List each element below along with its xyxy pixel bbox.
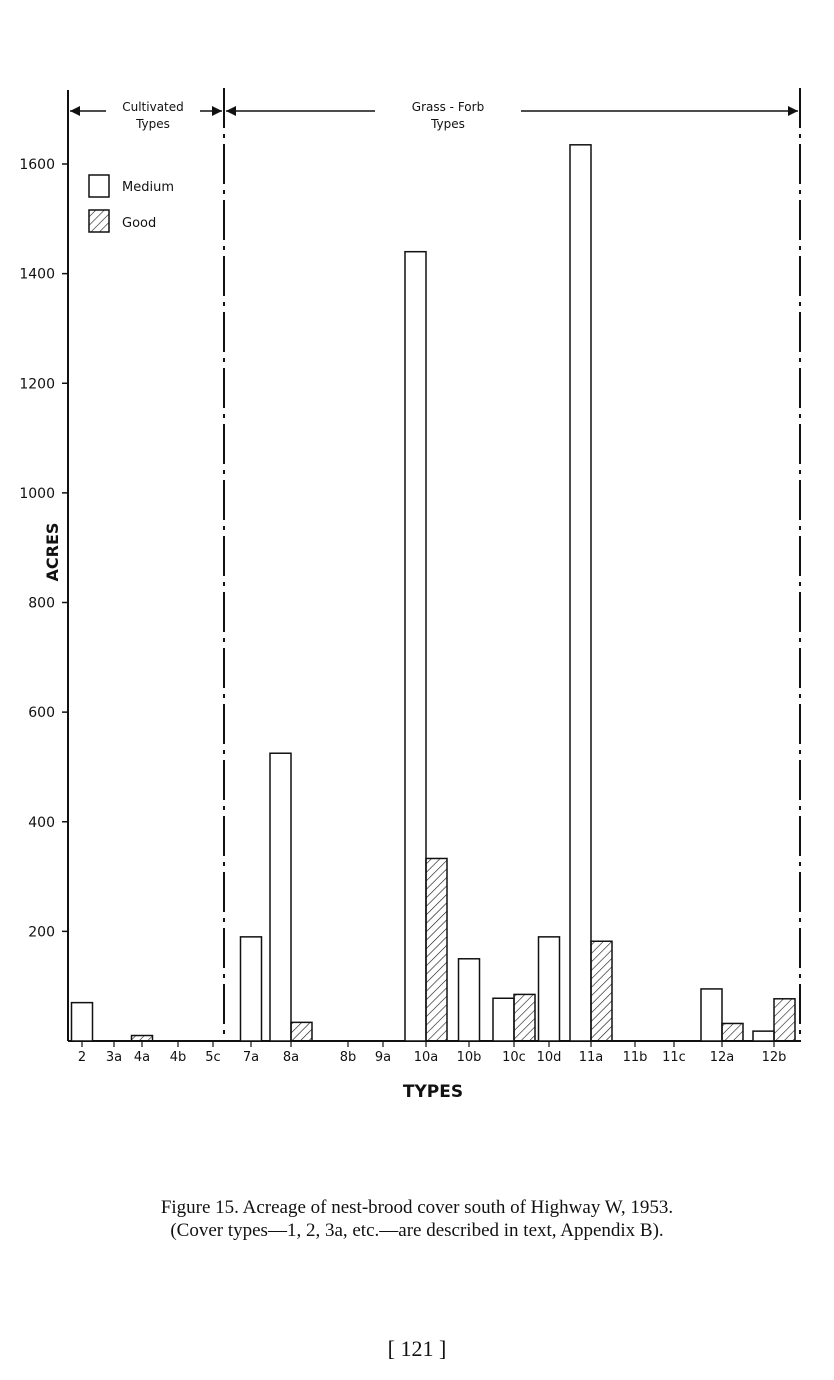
y-tick-label: 1600 <box>19 157 55 173</box>
y-axis-ticks: 200 400 600 800 1000 1200 1400 1600 <box>19 157 68 940</box>
figure-caption: Figure 15. Acreage of nest-brood cover s… <box>30 1196 804 1242</box>
legend-label-good: Good <box>122 216 156 231</box>
legend-label-medium: Medium <box>122 180 174 195</box>
bar-medium <box>239 936 263 1042</box>
x-tick-label: 4a <box>134 1050 150 1065</box>
cultivated-label-line2: Types <box>135 117 170 131</box>
x-axis-title: TYPES <box>403 1082 463 1102</box>
arrowhead-left-icon <box>226 106 236 116</box>
group-cultivated-types: Cultivated Types <box>70 98 222 136</box>
x-tick-label: 10c <box>502 1050 526 1065</box>
bars <box>70 144 796 1042</box>
legend-swatch-good <box>88 209 110 233</box>
x-tick-label: 2 <box>78 1050 86 1065</box>
x-tick-label: 11c <box>662 1050 686 1065</box>
x-tick-label: 10b <box>457 1050 482 1065</box>
legend-swatch-medium <box>88 174 110 198</box>
group-grass-forb-types: Grass - Forb Types <box>226 98 798 136</box>
grass-forb-label-line1: Grass - Forb <box>412 100 484 114</box>
y-tick-label: 1000 <box>19 486 55 502</box>
bar-good <box>290 1021 313 1042</box>
bar-medium <box>537 936 561 1042</box>
bar-medium <box>752 1030 775 1042</box>
cultivated-label-line1: Cultivated <box>122 100 184 114</box>
caption-line-1: Figure 15. Acreage of nest-brood cover s… <box>160 1197 674 1218</box>
grass-forb-label-line2: Types <box>430 117 465 131</box>
bar-medium <box>70 1001 94 1042</box>
y-tick-label: 400 <box>28 815 55 831</box>
bar-good <box>721 1022 744 1042</box>
caption-line-2: (Cover types—1, 2, 3a, etc.—are describe… <box>170 1220 664 1241</box>
y-tick-label: 1200 <box>19 376 55 392</box>
arrowhead-right-icon <box>212 106 222 116</box>
x-axis-ticks: 2 3a 4a 4b 5c 7a 8a 8b 9a 10a 10b 10c 10d 11a 11b 11c 12… <box>78 1041 787 1065</box>
x-tick-label: 3a <box>106 1050 122 1065</box>
bar-medium <box>404 250 427 1042</box>
y-tick-label: 800 <box>28 596 55 612</box>
y-axis-title: ACRES <box>43 523 62 582</box>
x-tick-label: 11a <box>579 1050 604 1065</box>
x-tick-label: 8a <box>283 1050 299 1065</box>
bar-medium <box>569 144 592 1042</box>
bar-medium <box>457 958 481 1042</box>
bar-good <box>130 1034 154 1042</box>
bar-medium <box>492 997 515 1042</box>
x-tick-label: 5c <box>205 1050 220 1065</box>
x-tick-label: 4b <box>170 1050 187 1065</box>
bar-good <box>513 993 536 1042</box>
y-tick-label: 1400 <box>19 267 55 283</box>
bar-good <box>425 857 448 1042</box>
bar-good <box>773 998 796 1042</box>
bar-medium <box>269 752 292 1042</box>
x-tick-label: 10d <box>537 1050 562 1065</box>
bar-medium <box>700 988 723 1042</box>
x-tick-label: 12b <box>762 1050 787 1065</box>
arrowhead-left-icon <box>70 106 80 116</box>
page-number: [ 121 ] <box>387 1336 447 1361</box>
bar-chart: Cultivated Types Grass - Forb Types Medi… <box>19 88 801 1102</box>
bar-good <box>590 940 613 1042</box>
x-tick-label: 7a <box>243 1050 259 1065</box>
x-tick-label: 11b <box>623 1050 648 1065</box>
arrowhead-right-icon <box>788 106 798 116</box>
x-tick-label: 12a <box>710 1050 735 1065</box>
y-tick-label: 200 <box>28 924 55 940</box>
x-tick-label: 10a <box>414 1050 439 1065</box>
x-tick-label: 9a <box>375 1050 391 1065</box>
y-tick-label: 600 <box>28 705 55 721</box>
legend: Medium Good <box>88 174 174 233</box>
x-tick-label: 8b <box>340 1050 357 1065</box>
